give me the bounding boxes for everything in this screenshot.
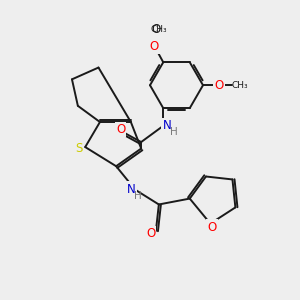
Text: N: N: [162, 119, 171, 132]
Text: O: O: [150, 40, 159, 52]
Text: H: H: [170, 127, 177, 137]
Text: CH₃: CH₃: [151, 25, 167, 34]
Text: O: O: [151, 23, 160, 36]
Text: H: H: [134, 191, 142, 201]
Text: O: O: [116, 123, 125, 136]
Text: O: O: [214, 79, 224, 92]
Text: O: O: [207, 220, 217, 234]
Text: N: N: [128, 183, 136, 196]
Text: S: S: [75, 142, 82, 155]
Text: O: O: [146, 227, 155, 240]
Text: CH₃: CH₃: [232, 81, 248, 90]
